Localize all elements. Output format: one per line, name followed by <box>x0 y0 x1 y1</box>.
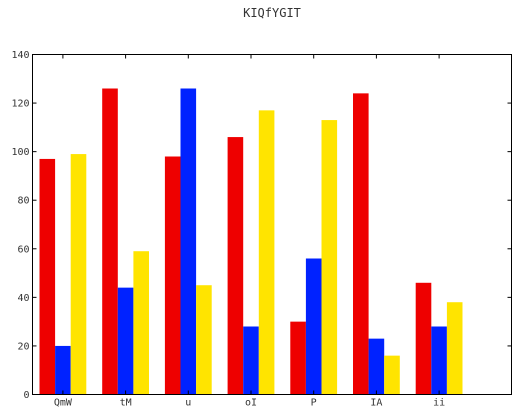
x-tick-label: ii <box>433 398 445 409</box>
bar-IA-series-1 <box>353 93 369 395</box>
bar-ii-series-1 <box>415 282 432 395</box>
y-tick-label: 0 <box>23 390 29 401</box>
x-tick-label: QmW <box>54 398 73 409</box>
x-tick-label: tM <box>120 398 132 409</box>
bar-IA-series-2 <box>368 338 385 395</box>
bar-oI-series-3 <box>258 110 275 395</box>
bar-P-series-3 <box>321 120 338 395</box>
bar-u-series-3 <box>196 285 212 395</box>
bar-QmW-series-3 <box>70 154 87 395</box>
bar-tM-series-3 <box>133 251 149 395</box>
bar-u-series-1 <box>164 156 181 395</box>
bar-oI-series-1 <box>227 137 244 395</box>
chart-title: KIQfYGIT <box>243 6 301 20</box>
y-tick-label: 60 <box>17 244 29 255</box>
bar-ii-series-2 <box>431 326 447 395</box>
y-tick-label: 120 <box>11 99 29 110</box>
x-tick-label: P <box>311 398 317 409</box>
bar-P-series-1 <box>290 321 306 395</box>
x-axis: QmW tM u oI P IA ii <box>54 54 445 409</box>
bar-QmW-series-1 <box>39 158 56 395</box>
bar-P-series-2 <box>305 258 322 395</box>
bar-tM-series-2 <box>117 287 134 395</box>
bars-layer <box>39 88 463 395</box>
x-tick-label: IA <box>370 398 382 409</box>
x-tick-label: u <box>185 398 191 409</box>
bar-u-series-2 <box>180 88 197 395</box>
x-tick-label: oI <box>245 398 257 409</box>
y-axis: 0 20 40 60 80 100 120 140 <box>11 50 512 401</box>
bar-ii-series-3 <box>446 302 463 395</box>
y-tick-label: 80 <box>17 196 29 207</box>
y-tick-label: 40 <box>17 293 29 304</box>
bar-tM-series-1 <box>102 88 118 395</box>
plot-frame <box>32 54 512 395</box>
bar-QmW-series-2 <box>55 345 71 395</box>
y-tick-label: 20 <box>17 341 29 352</box>
y-tick-label: 100 <box>11 147 29 158</box>
bar-IA-series-3 <box>384 355 400 395</box>
bar-oI-series-2 <box>243 326 259 395</box>
y-tick-label: 140 <box>11 50 29 61</box>
